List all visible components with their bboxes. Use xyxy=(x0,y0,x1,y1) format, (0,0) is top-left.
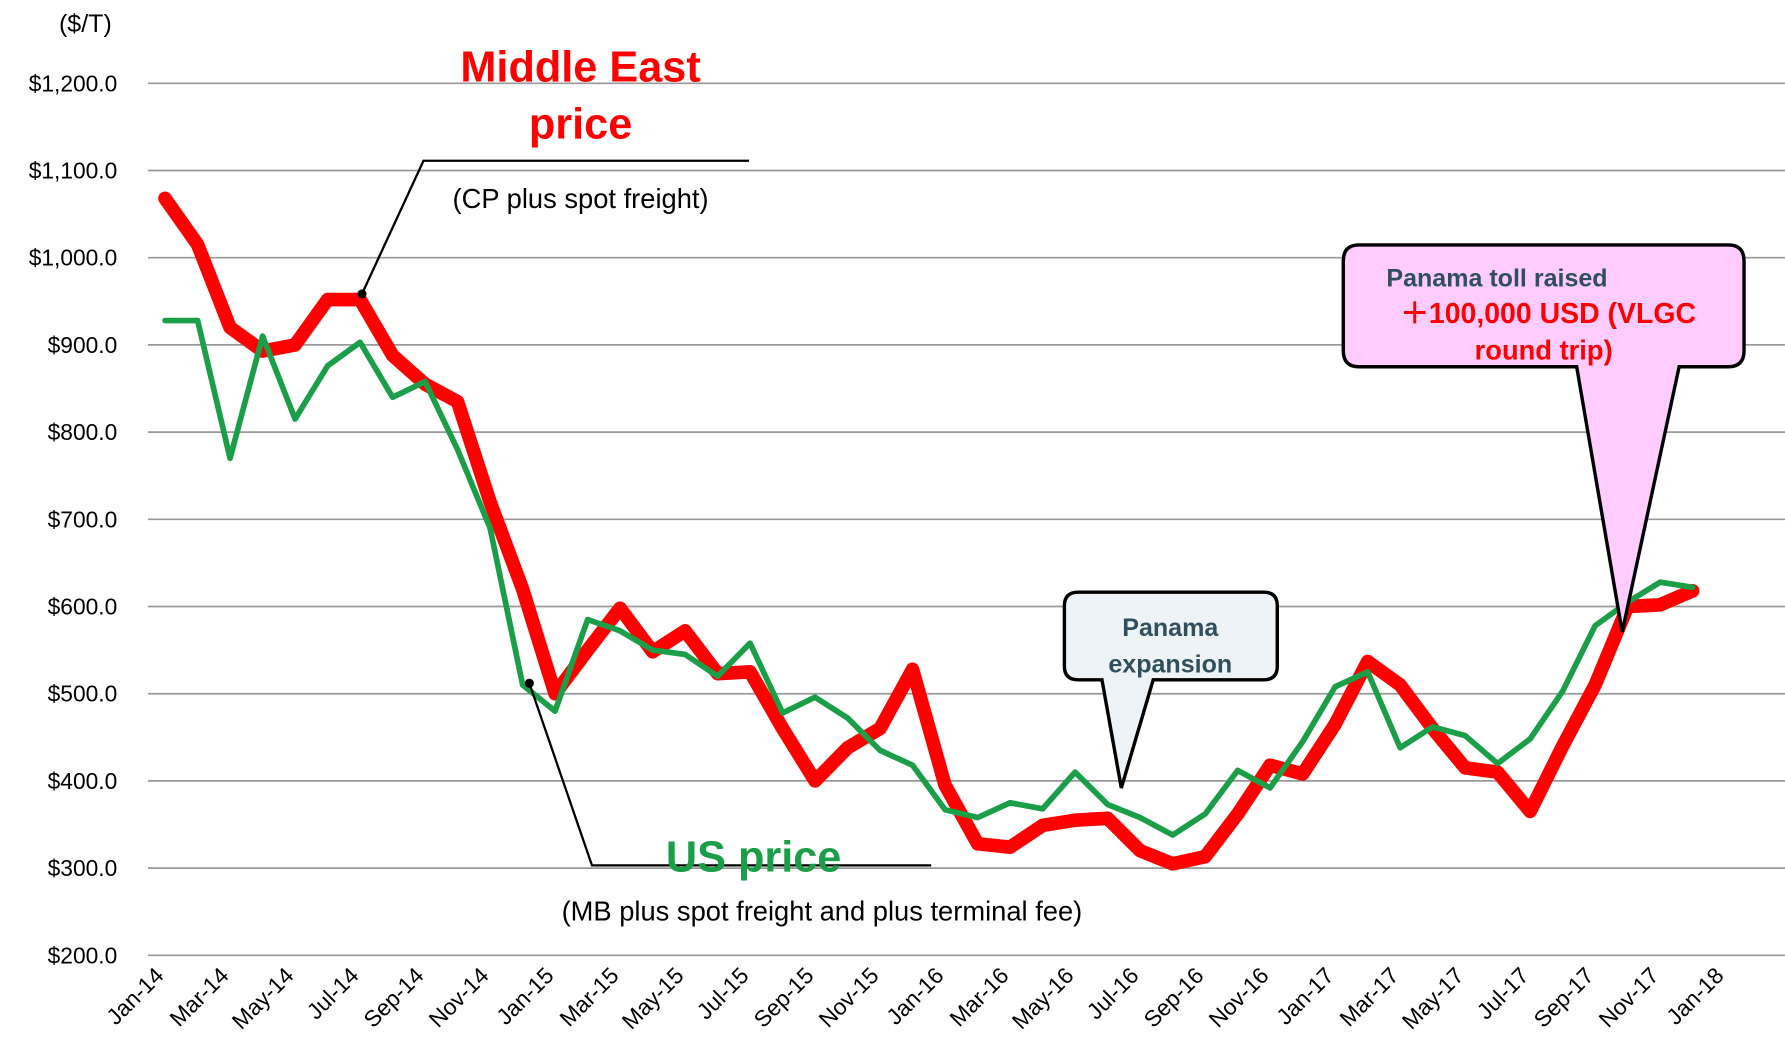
annotation: round trip) xyxy=(1475,335,1613,366)
y-tick-label: $1,100.0 xyxy=(29,157,118,183)
annotation: expansion xyxy=(1108,651,1232,679)
callout-box xyxy=(1062,590,1279,789)
x-tick-label: Sep-15 xyxy=(748,962,818,1032)
y-tick-label: $1,200.0 xyxy=(29,70,118,96)
annotation: Panama toll raised xyxy=(1386,265,1607,293)
y-axis-label: ($/T) xyxy=(59,10,112,38)
x-tick-label: Nov-16 xyxy=(1203,962,1273,1032)
x-tick-label: Jan-16 xyxy=(881,962,949,1030)
annotation: price xyxy=(529,100,632,148)
x-tick-label: Sep-14 xyxy=(358,962,428,1032)
x-tick-label: Jan-15 xyxy=(491,962,559,1030)
x-tick-label: Jan-17 xyxy=(1271,962,1339,1030)
x-tick-label: May-14 xyxy=(227,962,299,1034)
annotation: Panama xyxy=(1122,614,1219,642)
y-tick-label: $300.0 xyxy=(48,855,118,881)
x-tick-label: Jul-16 xyxy=(1081,962,1143,1024)
y-tick-label: $700.0 xyxy=(48,506,118,532)
callout-line xyxy=(528,682,932,867)
x-tick-label: Nov-17 xyxy=(1593,962,1663,1032)
annotation: (MB plus spot freight and plus terminal … xyxy=(562,895,1083,926)
x-tick-label: Mar-16 xyxy=(944,962,1013,1031)
callout-line xyxy=(360,159,750,295)
x-tick-label: Sep-17 xyxy=(1528,962,1598,1032)
annotation: US price xyxy=(666,833,841,881)
x-tick-label: May-15 xyxy=(617,962,689,1034)
x-tick-label: Mar-15 xyxy=(554,962,623,1031)
y-tick-label: $900.0 xyxy=(48,332,118,358)
x-tick-label: Jul-15 xyxy=(691,962,753,1024)
annotation: Middle East xyxy=(460,43,700,91)
y-tick-label: $800.0 xyxy=(48,419,118,445)
x-tick-label: Nov-15 xyxy=(813,962,883,1032)
annotation: ＋100,000 USD (VLGC xyxy=(1400,298,1696,330)
series-line xyxy=(158,191,1700,871)
y-tick-label: $600.0 xyxy=(48,593,118,619)
callout-dot xyxy=(524,678,534,688)
x-tick-label: Mar-14 xyxy=(164,962,233,1031)
x-tick-label: Mar-17 xyxy=(1334,962,1403,1031)
x-tick-label: Jan-18 xyxy=(1661,962,1729,1030)
x-tick-label: Sep-16 xyxy=(1138,962,1208,1032)
x-tick-label: May-16 xyxy=(1007,962,1079,1034)
x-tick-label: Jul-14 xyxy=(301,962,363,1024)
x-tick-label: May-17 xyxy=(1397,962,1469,1034)
callout-box xyxy=(1341,243,1746,633)
y-tick-label: $400.0 xyxy=(48,768,118,794)
x-tick-label: Jan-14 xyxy=(101,962,169,1030)
y-tick-label: $200.0 xyxy=(48,942,118,968)
y-tick-label: $1,000.0 xyxy=(29,245,118,271)
series-line xyxy=(162,317,1696,838)
y-tick-label: $500.0 xyxy=(48,681,118,707)
x-tick-label: Jul-17 xyxy=(1471,962,1533,1024)
x-tick-label: Nov-14 xyxy=(423,962,493,1032)
callout-dot xyxy=(357,289,367,299)
annotation: (CP plus spot freight) xyxy=(453,183,709,214)
